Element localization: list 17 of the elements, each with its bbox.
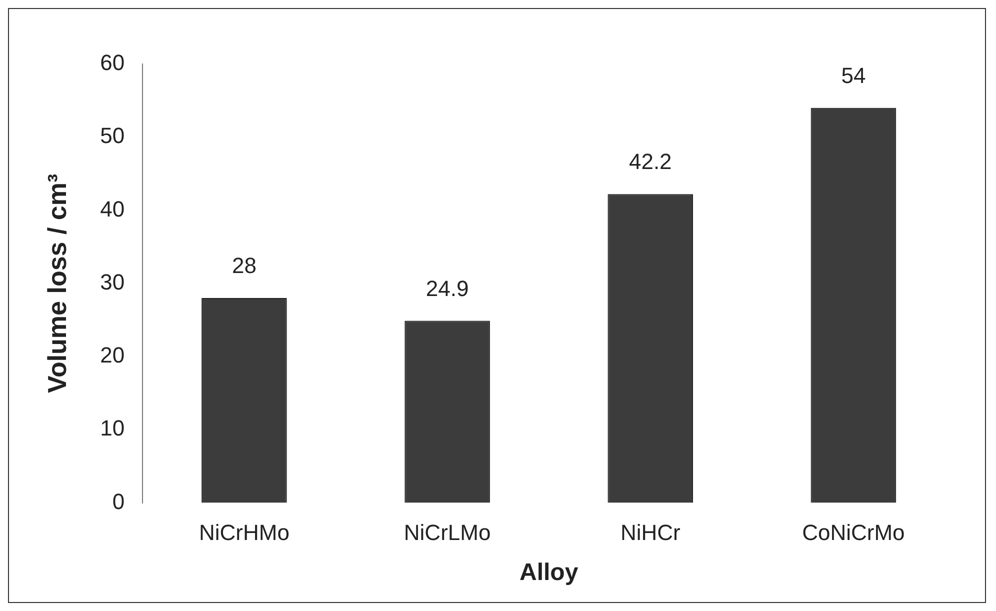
y-tick-label: 60 bbox=[100, 50, 125, 76]
data-label: 24.9 bbox=[426, 276, 469, 301]
y-tick-label: 20 bbox=[100, 342, 125, 368]
data-label: 54 bbox=[841, 62, 866, 88]
y-tick-label: 0 bbox=[112, 488, 125, 514]
y-tick-label: 30 bbox=[100, 269, 125, 294]
x-tick-label: NiCrHMo bbox=[198, 520, 290, 546]
x-tick-label: CoNiCrMo bbox=[802, 520, 905, 546]
data-label: 42.2 bbox=[628, 149, 672, 174]
x-axis-title: Alloy bbox=[519, 559, 579, 586]
y-axis-title: Volume loss / cm³ bbox=[42, 173, 72, 393]
x-tick-label: NiCrLMo bbox=[404, 520, 491, 546]
data-label: 28 bbox=[232, 253, 256, 278]
y-tick-label: 10 bbox=[100, 416, 125, 441]
y-tick-label: 40 bbox=[100, 196, 125, 222]
x-tick-label: NiHCr bbox=[620, 520, 680, 546]
y-tick-label: 50 bbox=[100, 123, 125, 148]
